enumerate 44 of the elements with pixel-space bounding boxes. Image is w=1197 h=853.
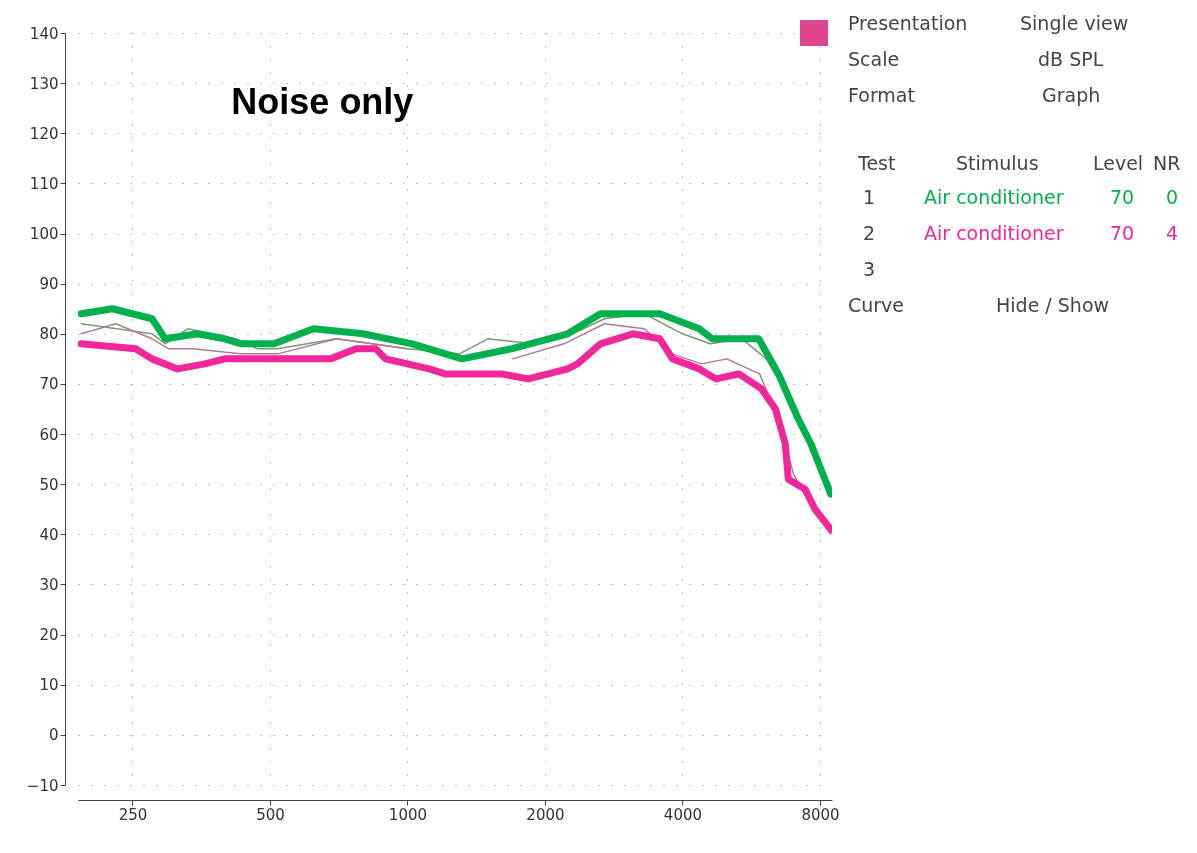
y-tick-label: 10 xyxy=(39,676,59,695)
text: 4 xyxy=(1166,222,1179,244)
y-tick-label: 20 xyxy=(39,626,59,645)
y-tick-label: 0 xyxy=(48,726,59,745)
y-tick-label: 50 xyxy=(39,475,59,494)
x-tick-label: 2000 xyxy=(526,805,565,824)
y-tick-label: 140 xyxy=(29,24,59,43)
x-tick-label: 1000 xyxy=(388,805,428,824)
text: Air conditioner xyxy=(924,186,1064,208)
text: 1 xyxy=(863,186,876,208)
text: 3 xyxy=(863,258,876,280)
text: Air conditioner xyxy=(924,222,1064,244)
text: Level xyxy=(1093,152,1144,174)
y-tick-label: 120 xyxy=(29,124,59,143)
text: Presentation xyxy=(848,12,968,34)
y-tick-label: 80 xyxy=(39,325,59,344)
y-tick-label: 70 xyxy=(39,375,59,394)
text: Noise only xyxy=(231,81,414,122)
x-tick-label: 8000 xyxy=(801,805,840,824)
y-tick-label: 60 xyxy=(39,425,59,444)
y-tick-label: 130 xyxy=(29,74,59,93)
text: NR xyxy=(1153,152,1181,174)
text: Single view xyxy=(1020,12,1129,34)
text: 0 xyxy=(1166,186,1179,208)
y-tick-label: 40 xyxy=(39,525,59,544)
text: Format xyxy=(848,84,915,106)
text: 70 xyxy=(1110,186,1135,208)
text: Curve xyxy=(848,294,905,316)
text: Scale xyxy=(848,48,900,70)
x-tick-label: 500 xyxy=(256,805,285,824)
text: 70 xyxy=(1110,222,1135,244)
y-tick-label: 30 xyxy=(39,575,59,594)
x-tick-label: 4000 xyxy=(663,805,703,824)
text: Stimulus xyxy=(956,152,1039,174)
y-tick-label: −10 xyxy=(26,776,59,795)
text: Hide / Show xyxy=(996,294,1110,316)
text: dB SPL xyxy=(1038,48,1104,70)
y-tick-label: 110 xyxy=(29,174,59,193)
text: Graph xyxy=(1042,84,1101,106)
x-tick-label: 250 xyxy=(118,805,148,824)
y-tick-label: 100 xyxy=(29,225,59,244)
y-tick-label: 90 xyxy=(39,275,59,294)
text: Test xyxy=(858,152,896,174)
text: 2 xyxy=(863,222,876,244)
